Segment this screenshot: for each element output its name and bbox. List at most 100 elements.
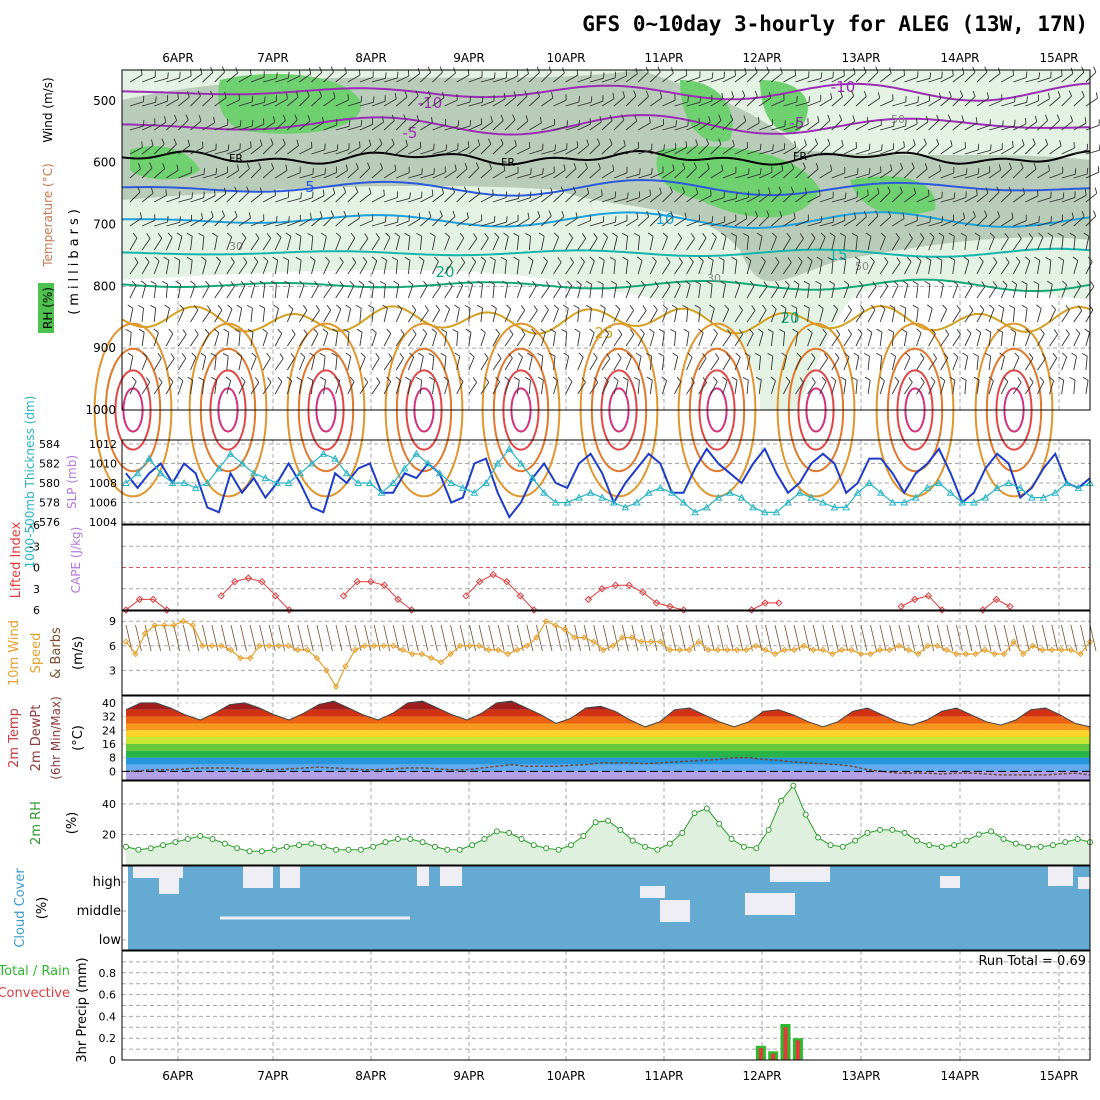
- wind-barb: [960, 232, 967, 251]
- wind-barb: [129, 232, 138, 251]
- wind-barb: [383, 71, 399, 83]
- wind-barb-staff: [202, 122, 215, 131]
- wind-barb-flag: [539, 116, 542, 123]
- wind-barb: [420, 116, 433, 131]
- wind-barb-staff: [637, 310, 647, 323]
- wind-barb-staff: [843, 260, 847, 275]
- wind-barb-flag: [985, 187, 989, 194]
- wind-barb-staff: [238, 237, 247, 251]
- wind-barb-staff: [165, 237, 173, 251]
- wind-barb-flag: [721, 92, 724, 99]
- lifted-index-marker: [244, 574, 253, 582]
- wind-barb-staff: [1000, 75, 1014, 83]
- wind-barb-staff: [202, 285, 210, 299]
- wind-barb-staff: [577, 382, 586, 395]
- wind-barb-staff: [541, 71, 552, 83]
- wind-tick-label: 3: [109, 664, 116, 677]
- wind-barb: [456, 162, 468, 179]
- thickness-marker: [830, 503, 839, 511]
- wind-barb: [807, 233, 816, 251]
- lifted-index-marker: [271, 592, 280, 600]
- wind-barb-staff: [250, 284, 256, 299]
- wind-barb: [928, 164, 942, 179]
- wind-barb-flag: [431, 328, 437, 333]
- wind-barb-staff: [407, 236, 411, 251]
- wind-barb-staff: [649, 236, 654, 251]
- wind-barb-flag: [343, 210, 347, 217]
- rh-tick-label: 40: [102, 798, 116, 811]
- wind-barb-staff: [783, 381, 791, 395]
- rh2m-marker: [740, 843, 747, 850]
- surface-wind-barb: [898, 624, 906, 652]
- wind-barb-staff: [1061, 147, 1075, 155]
- wind-barb: [299, 67, 312, 83]
- wind-barb-flag: [732, 139, 735, 146]
- wind-barb-flag: [490, 256, 496, 261]
- wind-barb: [250, 214, 265, 227]
- rh2m-marker: [654, 846, 661, 853]
- wind-barb-staff: [335, 216, 347, 227]
- wind-barb-flag: [718, 114, 722, 121]
- wind-barb: [153, 162, 166, 179]
- wind-barb-staff: [298, 380, 303, 395]
- wind-barb: [710, 92, 724, 107]
- wind-barb-flag: [876, 352, 882, 357]
- wind-barb: [720, 232, 727, 251]
- wind-barb-staff: [335, 332, 339, 347]
- wind-barb-staff: [698, 308, 701, 323]
- wind-barb-staff: [504, 309, 512, 323]
- surface-wind-barb: [679, 624, 686, 652]
- wind-barb-flag: [960, 376, 967, 381]
- wind-barb-staff: [831, 172, 845, 179]
- wind-barb-flag: [200, 352, 206, 357]
- wind-barb: [819, 114, 831, 131]
- wind-barb: [153, 377, 163, 395]
- wind-speed-marker: [361, 642, 368, 650]
- contour-label: 20: [435, 263, 454, 281]
- surface-wind-barb: [784, 624, 791, 652]
- wind-barb: [1061, 67, 1074, 83]
- wind-barb-flag: [1026, 96, 1028, 103]
- wind-barb-flag: [807, 256, 813, 262]
- wind-barb-flag: [1028, 233, 1034, 239]
- wind-barb-staff: [662, 216, 674, 227]
- wind-barb-staff: [492, 143, 504, 155]
- wind-barb-flag: [962, 352, 968, 357]
- wind-barb-staff: [274, 170, 288, 179]
- wind-barb-flag: [900, 162, 904, 169]
- wind-barb-staff: [807, 221, 822, 227]
- wind-barb: [904, 96, 919, 107]
- wind-barb-staff: [577, 144, 589, 155]
- wind-barb-flag: [705, 138, 710, 145]
- wind-barb-flag: [296, 139, 299, 146]
- wind-barb-staff: [202, 195, 216, 203]
- temp-tick-label: 32: [102, 711, 116, 724]
- wind-barb-flag: [1033, 280, 1040, 285]
- wind-barb-flag: [606, 353, 611, 359]
- wind-barb-flag: [218, 281, 223, 287]
- wind-barb: [1061, 329, 1070, 347]
- wind-barb: [827, 256, 834, 275]
- wind-barb-staff: [795, 308, 798, 323]
- wind-barb-staff: [625, 95, 637, 107]
- wind-barb: [178, 70, 192, 83]
- wind-barb-staff: [286, 380, 293, 395]
- wind-barb-staff: [347, 168, 359, 179]
- wind-barb-staff: [746, 149, 761, 155]
- wind-barb: [746, 210, 759, 227]
- wind-barb: [1061, 191, 1076, 203]
- wind-barb: [454, 304, 460, 323]
- wind-barb-flag: [319, 90, 323, 97]
- wind-barb: [323, 256, 330, 275]
- wind-barb-flag: [227, 144, 230, 151]
- wind-barb-staff: [904, 144, 916, 155]
- wind-barb-flag: [1025, 328, 1031, 334]
- wind-barb-flag: [637, 141, 640, 148]
- thickness-tick-label: 576: [39, 516, 60, 529]
- wind-barb: [190, 115, 202, 131]
- wind-barb-staff: [1073, 236, 1076, 251]
- wind-barb: [1061, 212, 1074, 227]
- wind-barb: [513, 232, 520, 251]
- wind-barb-staff: [396, 220, 410, 227]
- wind-barb-flag: [164, 116, 167, 123]
